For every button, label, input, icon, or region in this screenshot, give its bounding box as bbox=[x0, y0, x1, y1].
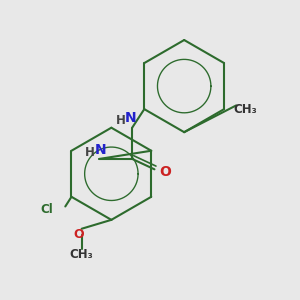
Text: N: N bbox=[94, 142, 106, 157]
Text: H: H bbox=[116, 114, 126, 128]
Text: CH₃: CH₃ bbox=[233, 103, 257, 116]
Text: O: O bbox=[74, 228, 84, 241]
Text: Cl: Cl bbox=[41, 203, 53, 216]
Text: O: O bbox=[159, 165, 171, 179]
Text: N: N bbox=[125, 111, 136, 125]
Text: CH₃: CH₃ bbox=[70, 248, 94, 261]
Text: H: H bbox=[85, 146, 95, 159]
